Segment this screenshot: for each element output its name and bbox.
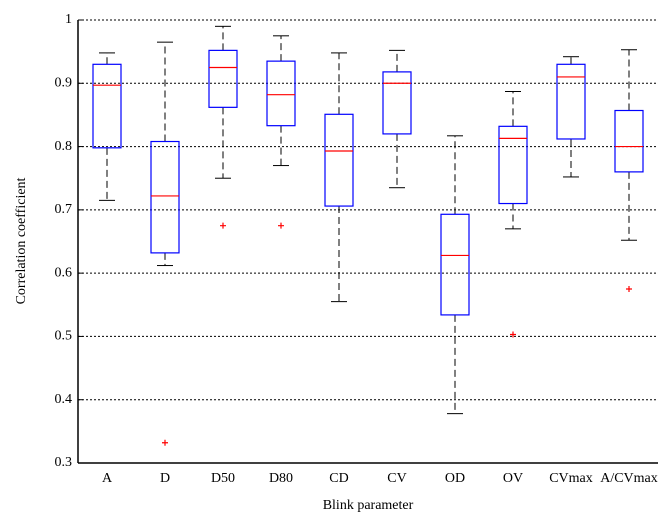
box [440, 213, 470, 316]
x-tick-label: D80 [269, 471, 293, 486]
x-tick-label: CV [387, 471, 406, 486]
outlier [220, 222, 226, 229]
outlier [626, 285, 632, 292]
outlier [510, 331, 516, 338]
box [556, 63, 586, 140]
box [92, 63, 122, 149]
box [324, 113, 354, 207]
box [208, 49, 238, 108]
x-axis-label: Blink parameter [323, 498, 414, 513]
y-tick-label: 0.7 [55, 202, 73, 217]
outlier [278, 222, 284, 229]
y-tick-label: 0.9 [55, 76, 73, 91]
y-tick-label: 0.3 [55, 455, 73, 470]
y-tick-label: 0.6 [55, 265, 73, 280]
x-tick-label: D50 [211, 471, 235, 486]
x-tick-label: A [102, 471, 113, 486]
x-tick-label: OV [503, 471, 523, 486]
x-tick-label: D [160, 471, 170, 486]
x-tick-label: CVmax [549, 471, 593, 486]
box [498, 125, 528, 205]
x-tick-label: CD [329, 471, 348, 486]
box [150, 140, 180, 254]
y-tick-label: 0.8 [55, 139, 73, 154]
y-axis-label: Correlation coefficient [14, 177, 29, 304]
outlier [162, 439, 168, 446]
y-tick-label: 0.5 [55, 329, 73, 344]
x-tick-label: A/CVmax [600, 471, 658, 486]
box [266, 60, 296, 127]
box [614, 109, 644, 173]
y-tick-label: 1 [65, 12, 72, 27]
box [382, 71, 412, 135]
y-tick-label: 0.4 [55, 392, 73, 407]
x-tick-label: OD [445, 471, 465, 486]
